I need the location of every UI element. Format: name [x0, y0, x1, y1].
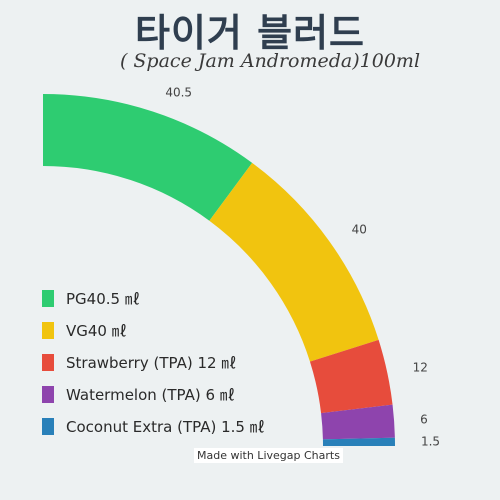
slice-1[interactable]: [209, 162, 379, 362]
legend-label: Strawberry (TPA) 12 ㎖: [66, 353, 237, 372]
slice-0[interactable]: [43, 94, 253, 221]
legend-swatch: [42, 353, 54, 371]
legend-item[interactable]: VG40 ㎖: [42, 314, 265, 346]
legend-swatch: [42, 417, 54, 435]
chart-subtitle: ( Space Jam Andromeda)100ml: [119, 50, 421, 72]
legend: PG40.5 ㎖ VG40 ㎖ Strawberry (TPA) 12 ㎖ Water…: [42, 282, 265, 442]
legend-label: Coconut Extra (TPA) 1.5 ㎖: [66, 417, 265, 436]
slice-2[interactable]: [309, 339, 393, 414]
slice-4[interactable]: [322, 437, 395, 446]
credit-text[interactable]: Made with Livegap Charts: [194, 448, 343, 463]
legend-item[interactable]: Strawberry (TPA) 12 ㎖: [42, 346, 265, 378]
slice-value-label: 12: [413, 361, 428, 375]
legend-item[interactable]: Coconut Extra (TPA) 1.5 ㎖: [42, 410, 265, 442]
slice-value-label: 40: [352, 223, 367, 237]
slice-value-label: 6: [420, 413, 428, 427]
legend-item[interactable]: PG40.5 ㎖: [42, 282, 265, 314]
legend-swatch: [42, 289, 54, 307]
legend-label: VG40 ㎖: [66, 321, 127, 340]
slice-3[interactable]: [321, 404, 395, 440]
legend-label: Watermelon (TPA) 6 ㎖: [66, 385, 235, 404]
legend-swatch: [42, 385, 54, 403]
slice-value-label: 1.5: [421, 435, 440, 449]
legend-swatch: [42, 321, 54, 339]
legend-label: PG40.5 ㎖: [66, 289, 140, 308]
legend-item[interactable]: Watermelon (TPA) 6 ㎖: [42, 378, 265, 410]
chart-title: 타이거 블러드: [135, 11, 365, 55]
slice-value-label: 40.5: [165, 86, 192, 100]
